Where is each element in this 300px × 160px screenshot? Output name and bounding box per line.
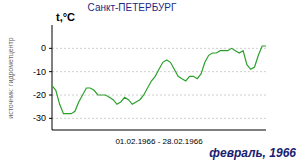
grid-line [52, 48, 266, 49]
y-axis [52, 25, 53, 130]
tick-label: -30 [33, 113, 46, 123]
temperature-line [52, 46, 266, 114]
plot-area [52, 46, 266, 114]
title: Санкт-ПЕТЕРБУРГ [88, 2, 177, 13]
y-label: t,°C [56, 11, 75, 23]
x-axis [52, 130, 266, 131]
tick-label: -20 [33, 90, 46, 100]
caption: февраль, 1966 [209, 146, 296, 160]
tick-label: -10 [33, 67, 46, 77]
x-label: 01.02.1966 - 28.02.1966 [115, 137, 203, 146]
grid-line [52, 118, 266, 119]
tick-label: 0 [41, 43, 46, 53]
grid-line [52, 95, 266, 96]
source: источник: гидрометцентр [7, 37, 15, 119]
chart: -30 -20 -10 0 Санкт-ПЕТЕРБУРГ t,°C 01.02.1966 … [0, 0, 300, 160]
grid-line [52, 71, 266, 72]
